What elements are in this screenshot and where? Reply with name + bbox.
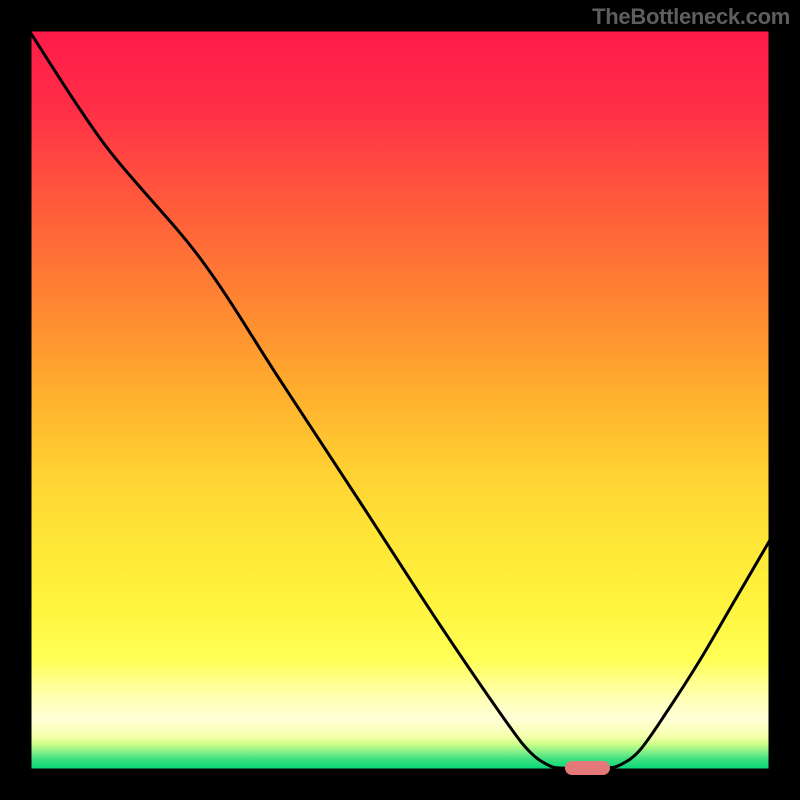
minimum-marker: [565, 761, 610, 775]
watermark-text: TheBottleneck.com: [592, 4, 790, 30]
gradient-background: [30, 30, 770, 770]
chart-container: { "watermark": { "text": "TheBottleneck.…: [0, 0, 800, 800]
bottleneck-curve-chart: [0, 0, 800, 800]
